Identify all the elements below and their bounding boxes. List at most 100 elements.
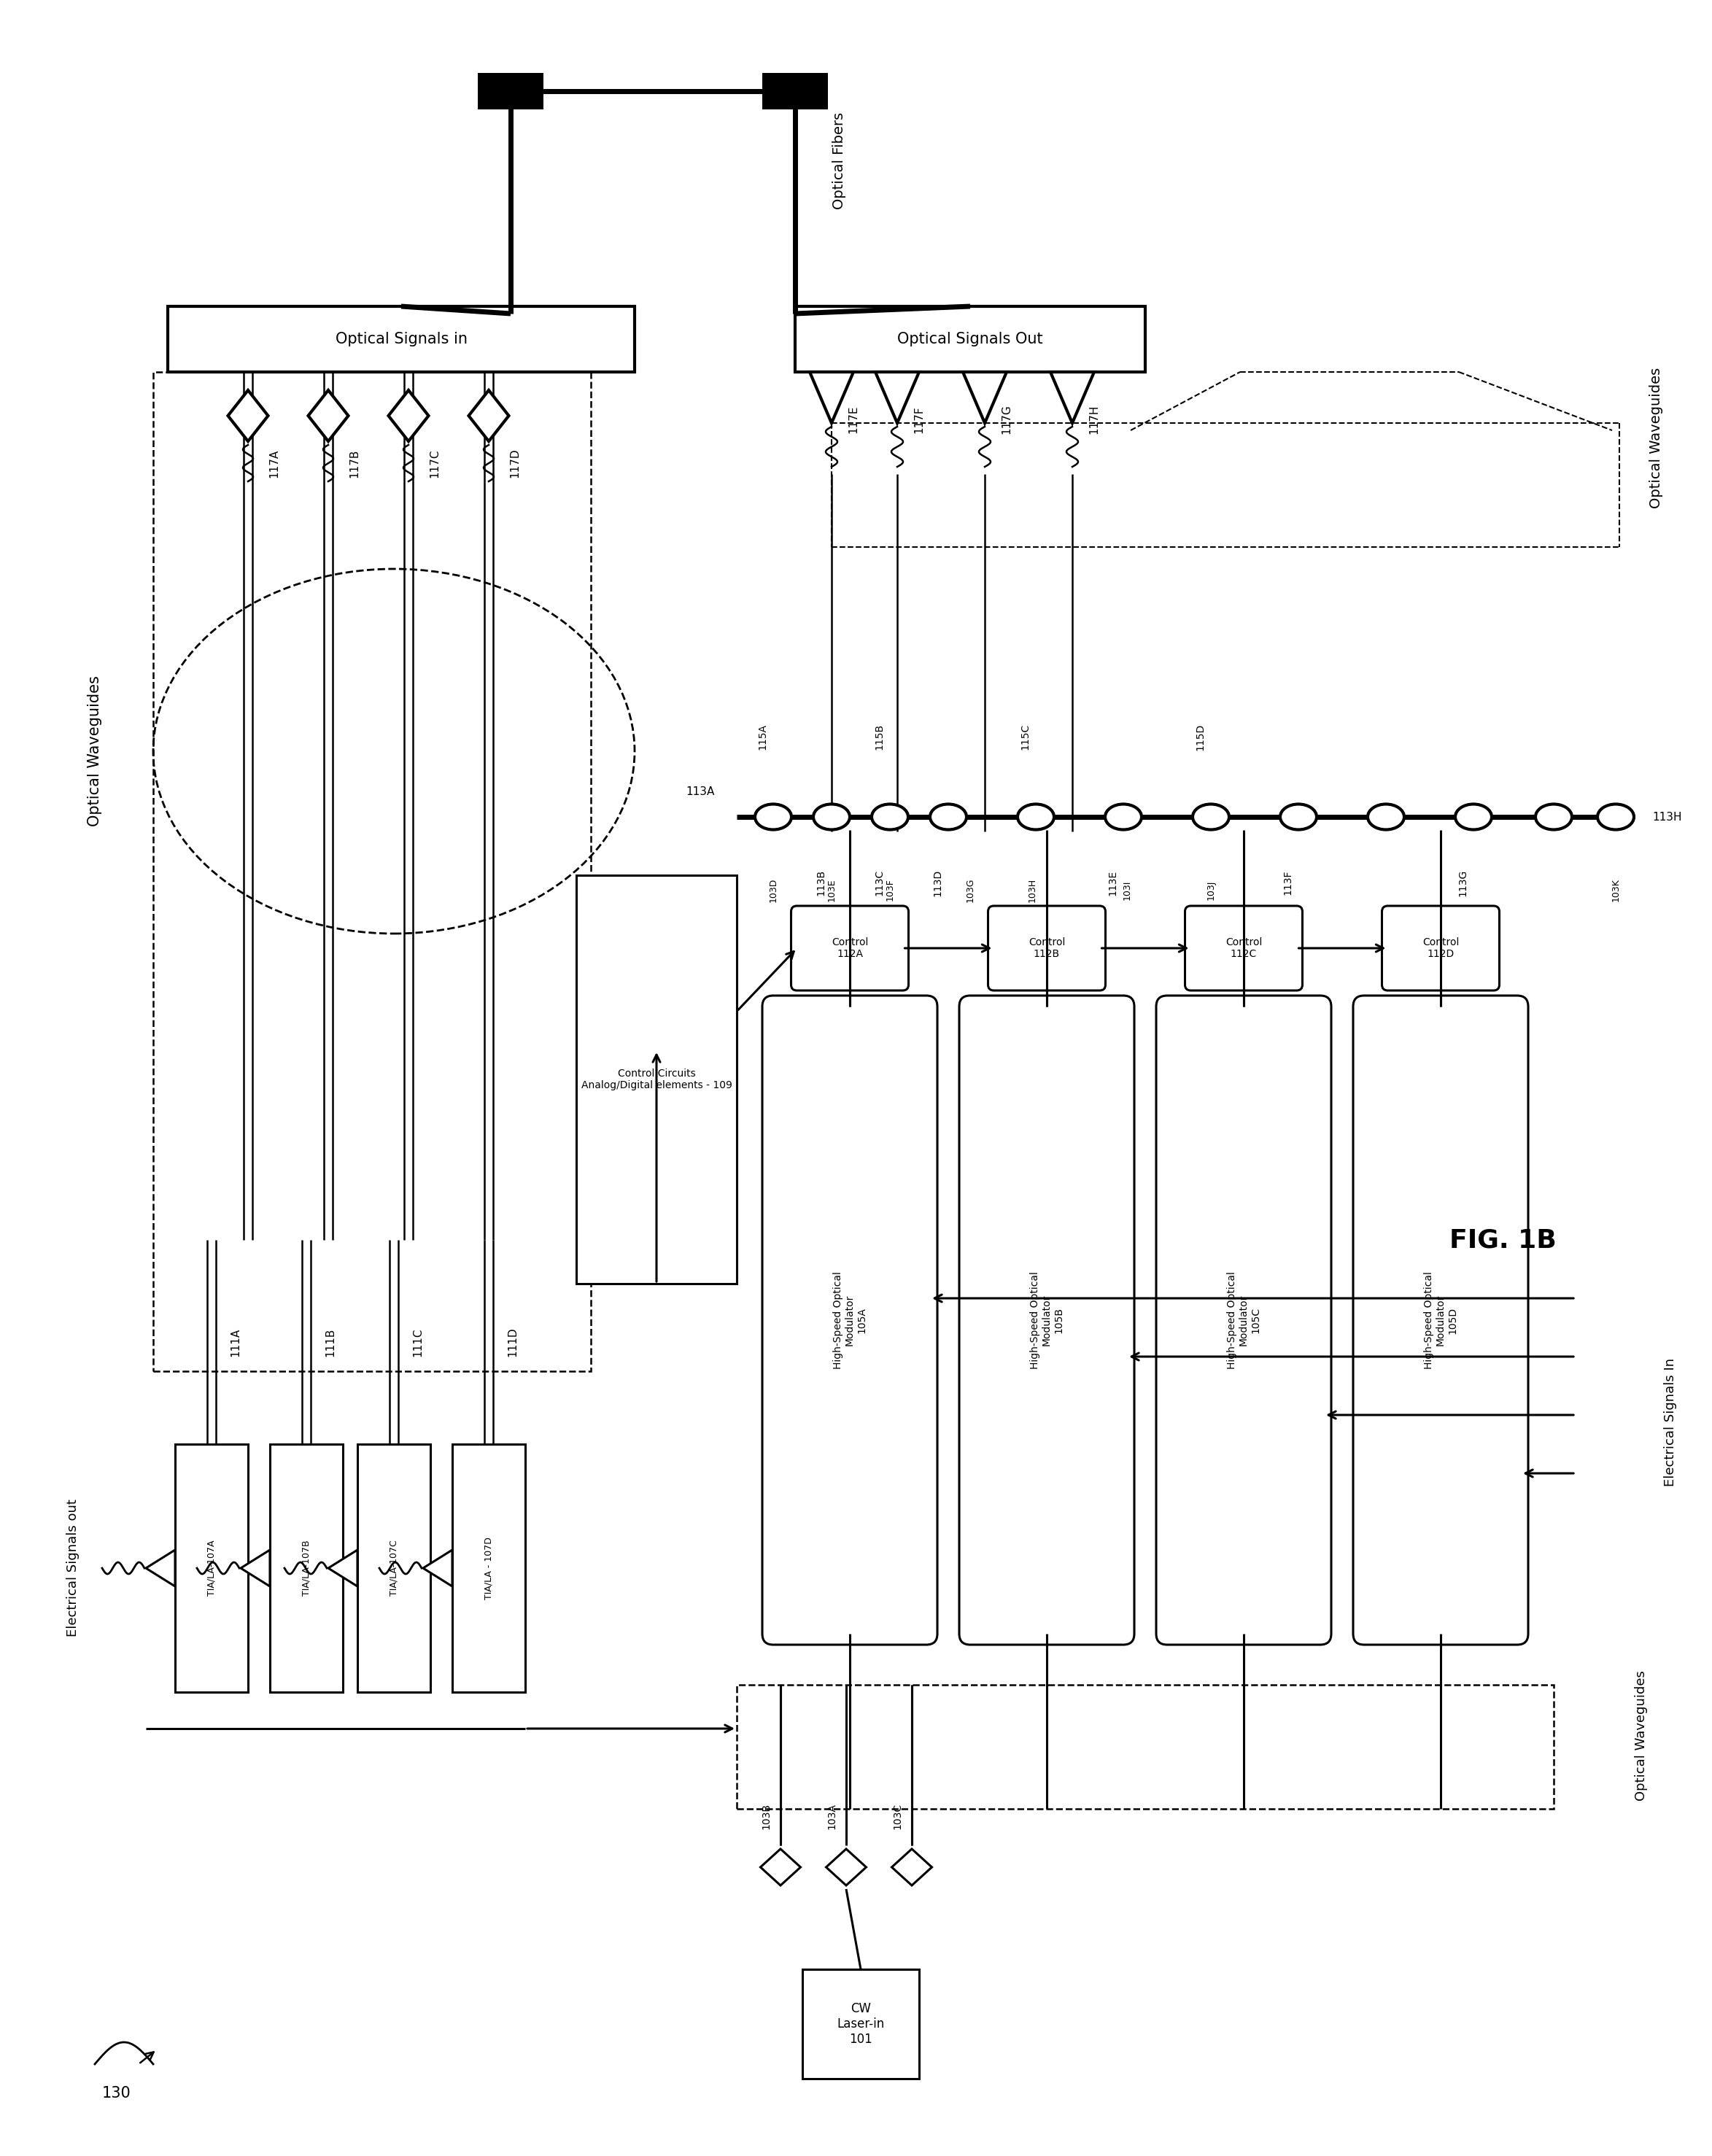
- Polygon shape: [469, 390, 508, 442]
- Text: Control
112C: Control 112C: [1226, 938, 1262, 959]
- Text: Control Circuits
Analog/Digital elements - 109: Control Circuits Analog/Digital elements…: [580, 1069, 733, 1091]
- Ellipse shape: [1281, 804, 1317, 830]
- Bar: [736, 1684, 1554, 1809]
- Text: 117B: 117B: [349, 448, 360, 476]
- Ellipse shape: [1536, 804, 1572, 830]
- Bar: [762, 73, 829, 110]
- Text: 111D: 111D: [507, 1328, 519, 1356]
- Polygon shape: [146, 1550, 175, 1587]
- Text: TIA/LA-107C: TIA/LA-107C: [389, 1539, 399, 1595]
- Text: FIG. 1B: FIG. 1B: [1448, 1227, 1556, 1253]
- Ellipse shape: [1017, 804, 1055, 830]
- Text: 103F: 103F: [885, 877, 895, 901]
- Text: 111B: 111B: [325, 1328, 336, 1356]
- Text: 103I: 103I: [1123, 880, 1132, 899]
- FancyBboxPatch shape: [1352, 996, 1529, 1645]
- Text: TIA/LA-107B: TIA/LA-107B: [301, 1539, 312, 1595]
- Text: High-Speed Optical
Modulator
105C: High-Speed Optical Modulator 105C: [1228, 1272, 1260, 1369]
- Text: Electrical Signals In: Electrical Signals In: [1664, 1358, 1678, 1485]
- Bar: [270, 1445, 342, 1692]
- Text: 103J: 103J: [1207, 880, 1216, 899]
- Text: Optical Fibers: Optical Fibers: [832, 112, 846, 209]
- Polygon shape: [241, 1550, 270, 1587]
- Polygon shape: [962, 373, 1007, 423]
- Polygon shape: [892, 1850, 931, 1884]
- Text: 117E: 117E: [847, 405, 858, 433]
- Bar: [152, 373, 591, 1371]
- Text: 113E: 113E: [1108, 869, 1118, 895]
- Text: 117C: 117C: [430, 448, 440, 476]
- Text: 130: 130: [103, 2087, 132, 2100]
- Text: 117H: 117H: [1089, 405, 1099, 433]
- Ellipse shape: [755, 804, 791, 830]
- Text: High-Speed Optical
Modulator
105B: High-Speed Optical Modulator 105B: [1031, 1272, 1063, 1369]
- Bar: [577, 875, 736, 1283]
- Text: CW
Laser-in
101: CW Laser-in 101: [837, 2003, 885, 2046]
- Text: 115A: 115A: [757, 724, 767, 750]
- Text: TIA/LA - 107D: TIA/LA - 107D: [484, 1537, 493, 1600]
- Polygon shape: [1051, 373, 1094, 423]
- FancyBboxPatch shape: [791, 906, 909, 990]
- Ellipse shape: [1597, 804, 1633, 830]
- FancyBboxPatch shape: [1156, 996, 1332, 1645]
- Text: 111A: 111A: [229, 1328, 241, 1356]
- Text: 117D: 117D: [508, 448, 520, 479]
- Text: High-Speed Optical
Modulator
105A: High-Speed Optical Modulator 105A: [832, 1272, 866, 1369]
- Text: 113C: 113C: [873, 869, 883, 895]
- Bar: [358, 1445, 430, 1692]
- Text: 103B: 103B: [760, 1802, 770, 1828]
- Polygon shape: [875, 373, 919, 423]
- Text: Optical Waveguides: Optical Waveguides: [87, 675, 103, 826]
- Polygon shape: [760, 1850, 801, 1884]
- Bar: [803, 1968, 919, 2078]
- FancyBboxPatch shape: [1185, 906, 1303, 990]
- Text: 103G: 103G: [966, 877, 974, 901]
- Ellipse shape: [1106, 804, 1142, 830]
- Ellipse shape: [871, 804, 907, 830]
- Polygon shape: [228, 390, 269, 442]
- FancyBboxPatch shape: [1382, 906, 1500, 990]
- Bar: [452, 1445, 526, 1692]
- Ellipse shape: [813, 804, 849, 830]
- Text: 113A: 113A: [687, 787, 716, 798]
- Ellipse shape: [930, 804, 967, 830]
- Text: 103A: 103A: [827, 1802, 837, 1828]
- Text: Control
112D: Control 112D: [1423, 938, 1459, 959]
- Text: 103K: 103K: [1611, 877, 1621, 901]
- Polygon shape: [329, 1550, 358, 1587]
- Text: 117A: 117A: [269, 448, 279, 476]
- Bar: [794, 306, 1145, 373]
- Text: Optical Signals Out: Optical Signals Out: [897, 332, 1043, 347]
- Text: 117G: 117G: [1002, 405, 1012, 433]
- FancyBboxPatch shape: [959, 996, 1135, 1645]
- Bar: [168, 306, 635, 373]
- Text: 115D: 115D: [1195, 722, 1205, 750]
- Text: 103H: 103H: [1027, 877, 1037, 901]
- Text: 111C: 111C: [413, 1328, 423, 1356]
- Text: 103C: 103C: [892, 1802, 902, 1828]
- Text: 117F: 117F: [912, 405, 924, 433]
- Text: High-Speed Optical
Modulator
105D: High-Speed Optical Modulator 105D: [1424, 1272, 1457, 1369]
- FancyBboxPatch shape: [988, 906, 1106, 990]
- Text: 113B: 113B: [815, 869, 825, 895]
- Text: 113G: 113G: [1457, 869, 1467, 897]
- Polygon shape: [810, 373, 854, 423]
- Ellipse shape: [1193, 804, 1229, 830]
- Text: 115C: 115C: [1020, 724, 1031, 750]
- Bar: [175, 1445, 248, 1692]
- Text: 115B: 115B: [873, 724, 883, 750]
- FancyBboxPatch shape: [762, 996, 938, 1645]
- Text: 113H: 113H: [1652, 811, 1681, 821]
- Text: 113F: 113F: [1282, 871, 1293, 895]
- Text: 103D: 103D: [769, 877, 777, 901]
- Polygon shape: [423, 1550, 452, 1587]
- Text: Control
112B: Control 112B: [1029, 938, 1065, 959]
- Ellipse shape: [1455, 804, 1491, 830]
- Polygon shape: [308, 390, 348, 442]
- Polygon shape: [389, 390, 428, 442]
- Ellipse shape: [1368, 804, 1404, 830]
- Text: TIA/LA-107A: TIA/LA-107A: [207, 1539, 216, 1595]
- Text: Optical Signals in: Optical Signals in: [336, 332, 467, 347]
- Text: 113D: 113D: [933, 869, 942, 897]
- Text: Electrical Signals out: Electrical Signals out: [67, 1498, 79, 1636]
